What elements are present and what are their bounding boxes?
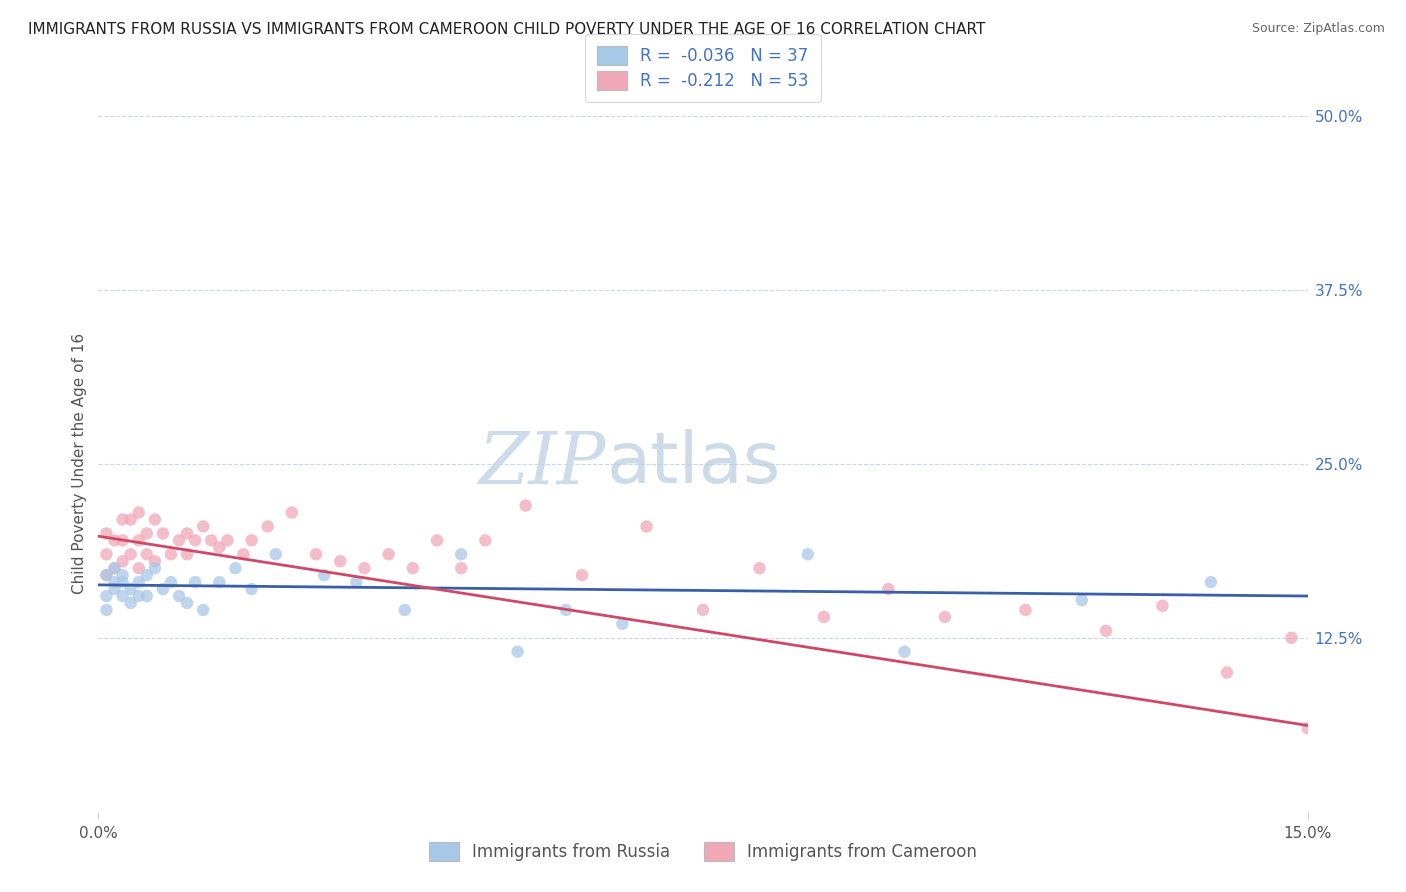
Point <box>893 645 915 659</box>
Point <box>1199 575 1222 590</box>
Point <box>208 575 231 590</box>
Point <box>240 582 263 596</box>
Point <box>1014 603 1036 617</box>
Point <box>143 554 166 568</box>
Point <box>103 582 125 596</box>
Point <box>135 589 157 603</box>
Point <box>264 547 287 561</box>
Point <box>256 519 278 533</box>
Point <box>176 526 198 541</box>
Point <box>96 568 118 582</box>
Point <box>128 575 150 590</box>
Point <box>152 526 174 541</box>
Point <box>877 582 900 596</box>
Point <box>96 526 118 541</box>
Point <box>813 610 835 624</box>
Point <box>135 568 157 582</box>
Point <box>314 568 336 582</box>
Point <box>506 645 529 659</box>
Point <box>224 561 246 575</box>
Point <box>111 533 134 548</box>
Point <box>200 533 222 548</box>
Point <box>143 561 166 575</box>
Point <box>232 547 254 561</box>
Point <box>1095 624 1118 638</box>
Y-axis label: Child Poverty Under the Age of 16: Child Poverty Under the Age of 16 <box>72 334 87 594</box>
Point <box>281 506 304 520</box>
Point <box>474 533 496 548</box>
Point <box>152 582 174 596</box>
Point <box>515 499 537 513</box>
Point <box>167 589 190 603</box>
Point <box>555 603 578 617</box>
Point <box>120 547 142 561</box>
Point <box>103 561 125 575</box>
Point <box>193 519 215 533</box>
Point <box>135 547 157 561</box>
Point <box>103 575 125 590</box>
Point <box>797 547 820 561</box>
Point <box>208 541 231 555</box>
Point <box>450 547 472 561</box>
Point <box>120 512 142 526</box>
Point <box>450 561 472 575</box>
Point <box>184 533 207 548</box>
Point <box>353 561 375 575</box>
Point <box>128 589 150 603</box>
Point <box>176 596 198 610</box>
Point <box>1070 593 1092 607</box>
Point <box>111 589 134 603</box>
Point <box>120 582 142 596</box>
Point <box>96 603 118 617</box>
Point <box>571 568 593 582</box>
Text: atlas: atlas <box>606 429 780 499</box>
Point <box>103 533 125 548</box>
Point <box>160 547 183 561</box>
Point <box>612 616 634 631</box>
Point <box>377 547 399 561</box>
Point <box>217 533 239 548</box>
Point <box>128 533 150 548</box>
Point <box>344 575 367 590</box>
Point <box>111 554 134 568</box>
Text: ZIP: ZIP <box>479 428 606 500</box>
Point <box>426 533 449 548</box>
Point <box>692 603 714 617</box>
Point <box>748 561 770 575</box>
Point <box>1296 721 1319 735</box>
Point <box>305 547 328 561</box>
Point <box>402 561 425 575</box>
Point <box>636 519 658 533</box>
Point <box>1216 665 1239 680</box>
Point <box>184 575 207 590</box>
Legend: Immigrants from Russia, Immigrants from Cameroon: Immigrants from Russia, Immigrants from … <box>418 830 988 873</box>
Point <box>1281 631 1303 645</box>
Point <box>96 547 118 561</box>
Point <box>1152 599 1174 613</box>
Point <box>96 568 118 582</box>
Point <box>329 554 352 568</box>
Point <box>128 561 150 575</box>
Point <box>143 512 166 526</box>
Point <box>240 533 263 548</box>
Point <box>934 610 956 624</box>
Text: IMMIGRANTS FROM RUSSIA VS IMMIGRANTS FROM CAMEROON CHILD POVERTY UNDER THE AGE O: IMMIGRANTS FROM RUSSIA VS IMMIGRANTS FRO… <box>28 22 986 37</box>
Point <box>96 589 118 603</box>
Point <box>176 547 198 561</box>
Point <box>103 561 125 575</box>
Point <box>394 603 416 617</box>
Point <box>128 506 150 520</box>
Point <box>167 533 190 548</box>
Point <box>135 526 157 541</box>
Point <box>160 575 183 590</box>
Text: Source: ZipAtlas.com: Source: ZipAtlas.com <box>1251 22 1385 36</box>
Point <box>111 512 134 526</box>
Point <box>193 603 215 617</box>
Point <box>120 596 142 610</box>
Point <box>111 575 134 590</box>
Point <box>111 568 134 582</box>
